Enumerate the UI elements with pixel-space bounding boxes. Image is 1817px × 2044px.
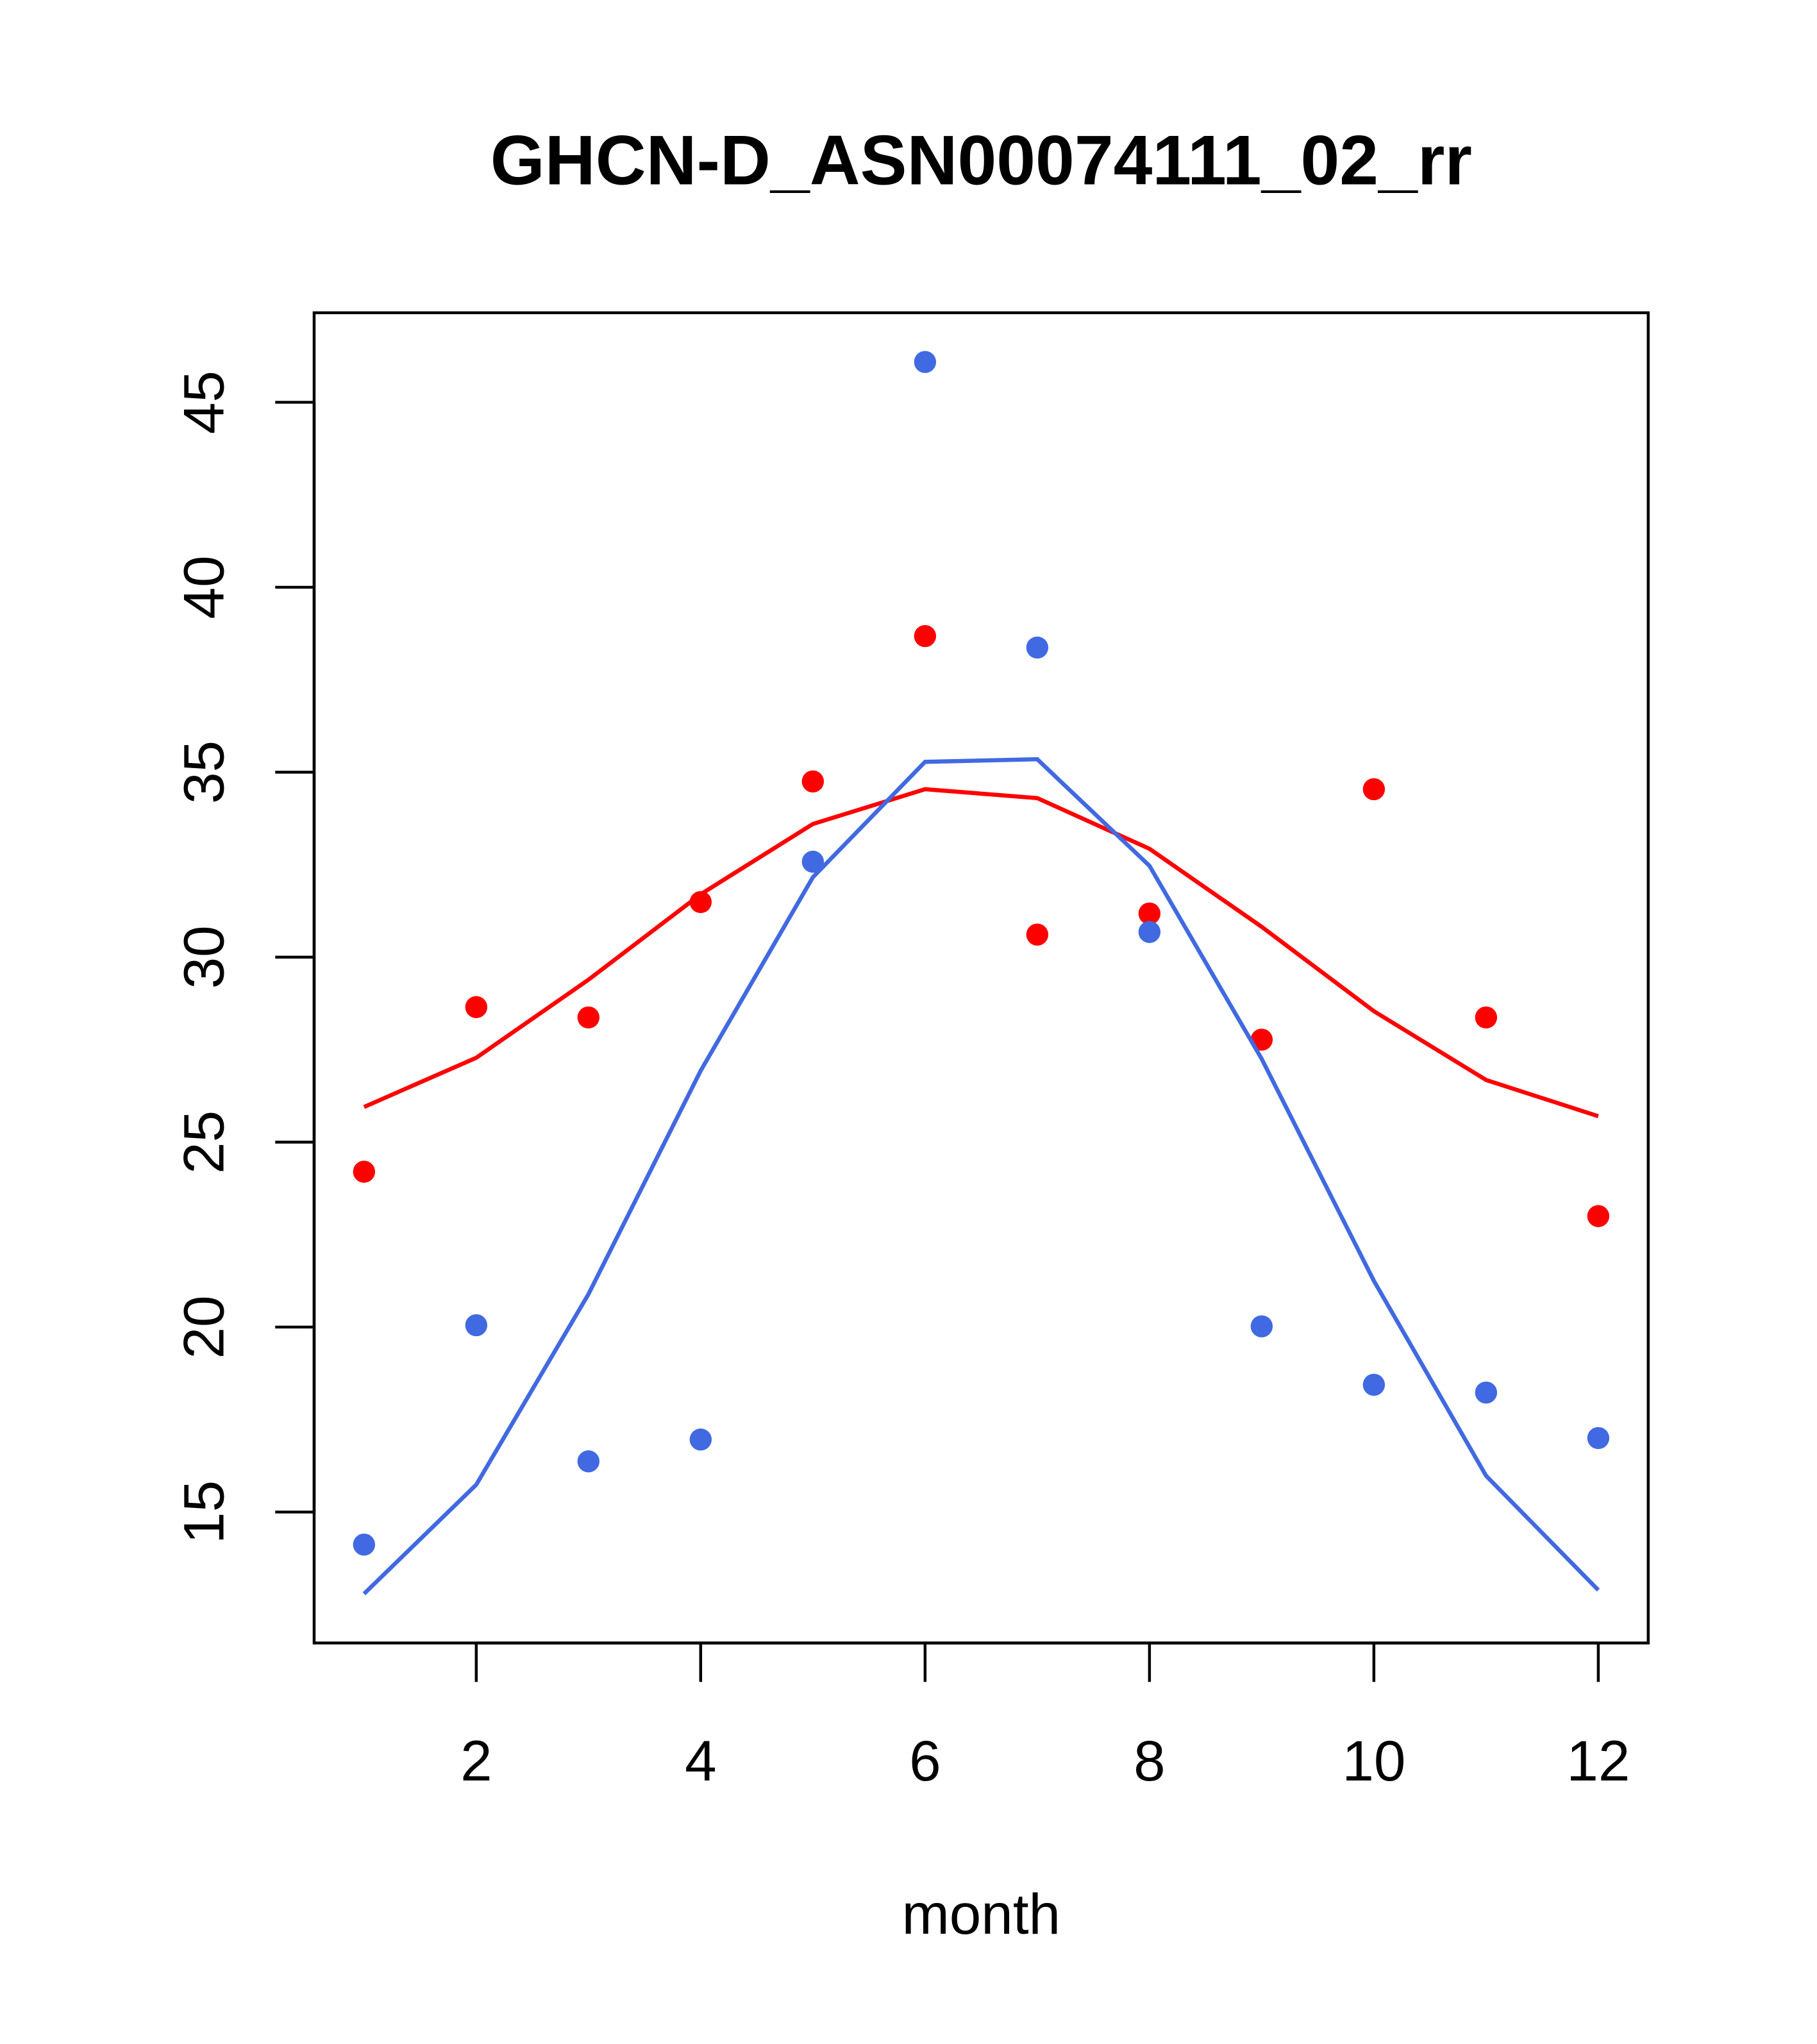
data-point bbox=[1587, 1205, 1610, 1227]
x-axis: 2 4 6 8 10 12 bbox=[460, 1641, 1630, 1793]
x-tick-label: 2 bbox=[460, 1729, 492, 1793]
y-tick-label: 30 bbox=[171, 925, 235, 989]
data-point bbox=[1026, 923, 1049, 946]
data-point bbox=[1250, 1315, 1273, 1337]
chart-title: GHCN-D_ASN00074111_02_rr bbox=[490, 121, 1472, 199]
data-point bbox=[801, 770, 825, 793]
data-point bbox=[689, 1428, 712, 1451]
data-point bbox=[1475, 1006, 1498, 1029]
data-point bbox=[914, 351, 937, 373]
data-point bbox=[1362, 1373, 1386, 1396]
y-tick-label: 20 bbox=[171, 1295, 235, 1359]
x-tick-label: 6 bbox=[909, 1729, 941, 1793]
series-line bbox=[362, 757, 1600, 1596]
y-tick-label: 25 bbox=[171, 1110, 235, 1174]
x-tick-label: 12 bbox=[1566, 1729, 1630, 1793]
data-point bbox=[1475, 1381, 1498, 1404]
data-point bbox=[465, 996, 488, 1018]
series-layer bbox=[353, 351, 1610, 1596]
series-line bbox=[363, 787, 1599, 1119]
x-tick-label: 4 bbox=[685, 1729, 717, 1793]
y-tick-label: 35 bbox=[171, 741, 235, 804]
plot-frame bbox=[312, 311, 1650, 1645]
x-tick-label: 10 bbox=[1342, 1729, 1405, 1793]
data-point bbox=[465, 1314, 488, 1337]
data-point bbox=[1138, 921, 1161, 943]
y-tick-label: 15 bbox=[171, 1480, 235, 1544]
y-tick-label: 45 bbox=[171, 371, 235, 434]
data-point bbox=[1362, 778, 1386, 801]
y-tick-label: 40 bbox=[171, 555, 235, 619]
data-point bbox=[801, 850, 825, 873]
x-tick-label: 8 bbox=[1134, 1729, 1166, 1793]
data-point bbox=[1138, 902, 1161, 925]
data-point bbox=[914, 624, 937, 648]
data-point bbox=[353, 1160, 376, 1183]
y-axis: 15 20 25 30 35 40 45 bbox=[171, 371, 316, 1544]
x-axis-label: month bbox=[902, 1882, 1061, 1946]
data-point bbox=[577, 1450, 600, 1473]
data-point bbox=[1250, 1028, 1273, 1051]
data-point bbox=[1026, 636, 1049, 659]
data-point bbox=[577, 1006, 600, 1029]
data-point bbox=[1587, 1427, 1610, 1450]
data-point bbox=[353, 1533, 376, 1556]
